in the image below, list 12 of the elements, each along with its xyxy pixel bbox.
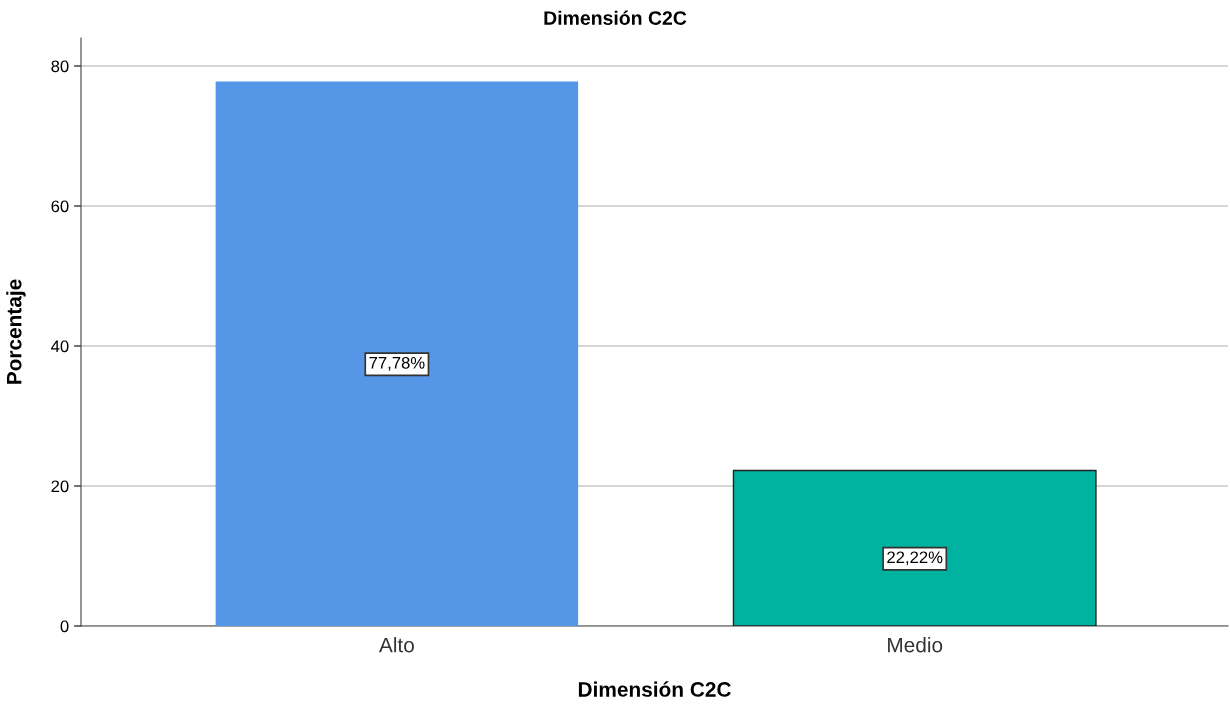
- y-axis-title: Porcentaje: [6, 279, 26, 384]
- y-tick-label: 0: [60, 620, 69, 633]
- x-tick-label: Medio: [888, 637, 943, 653]
- chart-title: Dimensión C2C: [544, 10, 687, 25]
- y-tick-label: 20: [51, 480, 69, 493]
- data-label: 22,22%: [887, 551, 943, 566]
- x-axis-title: Dimensión C2C: [578, 681, 731, 697]
- data-label: 77,78%: [369, 356, 425, 371]
- y-tick-label: 60: [51, 200, 69, 213]
- y-tick-label: 80: [51, 60, 69, 73]
- x-tick-label: Alto: [378, 637, 414, 653]
- y-tick-label: 40: [51, 340, 69, 353]
